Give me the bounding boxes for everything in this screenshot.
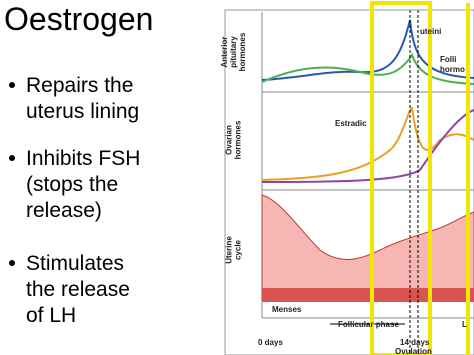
panel-label: Anterior bbox=[220, 36, 229, 67]
day-label: 0 days bbox=[258, 338, 283, 347]
bullet-text: (stops the bbox=[26, 173, 118, 196]
bullet-text: Repairs the bbox=[26, 74, 133, 97]
menses-label: Menses bbox=[272, 305, 302, 314]
panel-label: pituitary bbox=[229, 36, 238, 68]
panel-label: Uterine bbox=[225, 236, 234, 264]
bullet-text: uterus lining bbox=[26, 100, 139, 123]
bullets: Repairs the uterus lining Inhibits FSH (sto… bbox=[9, 74, 140, 327]
bullet-text: Inhibits FSH bbox=[26, 147, 140, 170]
diagram: uteini Folli hormo Estradic Menses Folli… bbox=[220, 1, 474, 355]
panel-label: hormones bbox=[238, 32, 247, 71]
bullet-text: the release bbox=[26, 278, 130, 301]
bullet-text: of LH bbox=[26, 304, 76, 327]
phase-label: Follicular phase bbox=[338, 320, 399, 329]
lh-curve bbox=[261, 19, 474, 81]
lh-label: uteini bbox=[420, 27, 441, 36]
fsh-label: Folli bbox=[440, 55, 456, 64]
highlight-box bbox=[370, 1, 432, 355]
uterine-lining bbox=[261, 194, 474, 301]
bullet-text: release) bbox=[26, 199, 102, 222]
bullet-dot bbox=[9, 155, 15, 161]
bullet-text: Stimulates bbox=[26, 252, 124, 275]
luteal-label: L bbox=[462, 320, 467, 329]
uterine-base bbox=[262, 288, 474, 302]
fsh-label: hormo bbox=[440, 65, 465, 74]
panel-label: hormones bbox=[234, 120, 243, 159]
estradiol-label: Estradic bbox=[335, 119, 367, 128]
bullet-dot bbox=[9, 260, 15, 266]
panel-label: cycle bbox=[234, 239, 243, 260]
bullet-dot bbox=[9, 82, 15, 88]
title: Oestrogen bbox=[4, 1, 153, 37]
progesterone-curve bbox=[261, 109, 474, 183]
estradiol-curve bbox=[261, 106, 474, 181]
panel-label: Ovarian bbox=[225, 125, 234, 155]
day-label: 14 days bbox=[400, 338, 430, 347]
ovulation-label: Ovulation bbox=[395, 347, 432, 355]
